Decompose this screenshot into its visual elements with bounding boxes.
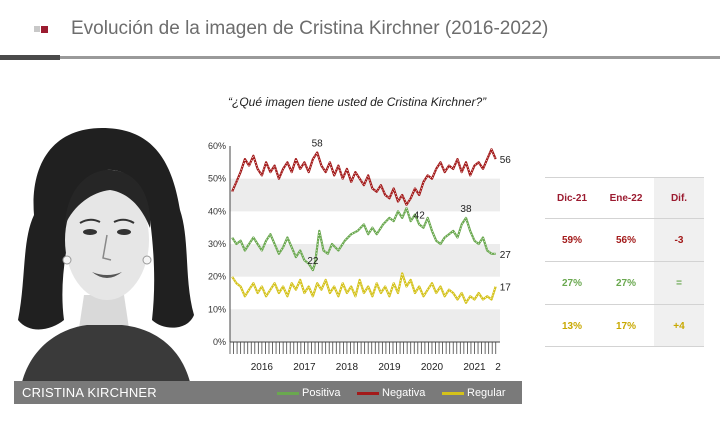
legend-label-regular: Regular xyxy=(467,387,506,399)
series-markers-regular xyxy=(231,272,497,304)
portrait-mouth xyxy=(92,272,122,278)
x-tick-label: 2016 xyxy=(251,362,274,373)
data-label: 42 xyxy=(414,210,426,221)
header-rule-light xyxy=(60,56,720,59)
portrait-image xyxy=(18,128,194,382)
portrait-caption: CRISTINA KIRCHNER xyxy=(22,385,157,400)
portrait-bangs xyxy=(65,169,151,228)
legend-item-negativa: Negativa xyxy=(357,387,425,399)
line-chart: 0% 10% 20% 30% 40% 50% 60% 2016 2017 2018 2019 2020… xyxy=(208,139,512,373)
x-tick-label: 2019 xyxy=(378,362,401,373)
grid-band xyxy=(230,244,500,277)
difference-table: Dic-21 Ene-22 Dif. 59% 56% -3 27% 27% = … xyxy=(545,177,704,347)
chart-question: “¿Qué imagen tiene usted de Cristina Kir… xyxy=(228,95,487,109)
legend-swatch-regular xyxy=(442,391,464,395)
legend-swatch-positiva xyxy=(277,391,299,395)
data-label: 17 xyxy=(500,282,512,293)
x-tick-label: 2021 xyxy=(463,362,486,373)
table-cell-negativa-dic21: 59% xyxy=(561,235,582,246)
portrait-hair xyxy=(18,128,194,330)
portrait-eye-right xyxy=(117,229,131,235)
x-tick-label: 2020 xyxy=(421,362,444,373)
header: Evolución de la imagen de Cristina Kirch… xyxy=(0,0,720,60)
y-tick-label: 20% xyxy=(208,272,226,282)
table-cell-negativa-ene22: 56% xyxy=(615,235,636,246)
series-line-positiva xyxy=(231,207,496,272)
data-label: 56 xyxy=(500,155,512,166)
portrait-earring-left xyxy=(62,255,72,265)
portrait-brow-left xyxy=(79,218,101,224)
table-rule xyxy=(545,346,704,347)
table-cell-positiva-ene22: 27% xyxy=(615,278,636,289)
portrait-brow-right xyxy=(113,218,135,224)
series-markers-negativa xyxy=(231,148,497,206)
portrait-nose xyxy=(102,234,112,261)
table-header-dic21: Dic-21 xyxy=(556,193,587,204)
table-cell-regular-dif: +4 xyxy=(673,321,685,332)
data-label: 27 xyxy=(500,250,512,261)
legend-label-negativa: Negativa xyxy=(382,387,426,399)
header-rule-dark xyxy=(0,55,60,60)
legend-swatch-negativa xyxy=(357,391,379,395)
data-label: 38 xyxy=(460,204,472,215)
logo-square-gray xyxy=(34,26,40,32)
legend-item-positiva: Positiva xyxy=(277,387,341,399)
y-tick-label: 30% xyxy=(208,239,226,249)
table-cell-positiva-dif: = xyxy=(676,278,682,289)
dif-column-bg xyxy=(654,177,704,347)
table-cell-positiva-dic21: 27% xyxy=(561,278,582,289)
table-rule xyxy=(545,177,704,178)
x-tick-label: 2018 xyxy=(336,362,359,373)
grid-band xyxy=(230,309,500,342)
portrait-face xyxy=(65,180,149,300)
y-tick-label: 50% xyxy=(208,174,226,184)
table-header-dif: Dif. xyxy=(670,193,688,204)
table-rule xyxy=(545,304,704,305)
x-tick-label: 2017 xyxy=(293,362,316,373)
x-tick-label: 2 xyxy=(495,362,501,373)
logo-square-red xyxy=(41,26,48,33)
data-label: 58 xyxy=(312,139,324,150)
legend-label-positiva: Positiva xyxy=(302,387,341,399)
table-rule xyxy=(545,218,704,219)
table-cell-regular-dic21: 13% xyxy=(561,321,582,332)
y-tick-label: 60% xyxy=(208,141,226,151)
table-cell-negativa-dif: -3 xyxy=(674,235,684,246)
y-tick-label: 0% xyxy=(213,337,226,347)
portrait-earring-right xyxy=(142,255,152,265)
y-tick-label: 10% xyxy=(208,304,226,314)
page-title: Evolución de la imagen de Cristina Kirch… xyxy=(71,18,549,39)
legend-item-regular: Regular xyxy=(442,387,506,399)
table-cell-regular-ene22: 17% xyxy=(615,321,636,332)
table-header-ene22: Ene-22 xyxy=(609,193,643,204)
portrait-shoulders xyxy=(22,325,190,382)
footer-bar xyxy=(14,381,522,404)
y-tick-label: 40% xyxy=(208,206,226,216)
portrait-eye-left xyxy=(83,229,97,235)
data-label: 22 xyxy=(307,256,319,267)
table-rule xyxy=(545,261,704,262)
